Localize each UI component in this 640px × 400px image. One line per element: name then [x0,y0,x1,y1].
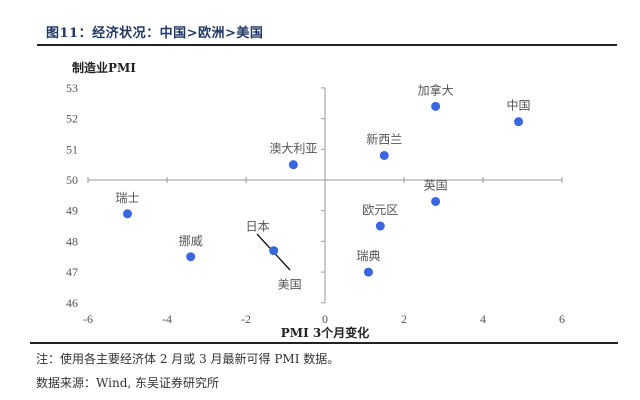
footnote: 注：使用各主要经济体 2 月或 3 月最新可得 PMI 数据。 [36,352,340,366]
y-tick-label: 51 [66,142,78,156]
x-tick-label: -2 [241,312,251,326]
x-tick-label: 0 [322,312,328,326]
y-tick-label: 53 [66,81,78,95]
data-point [288,160,298,170]
point-label: 日本 [246,220,270,234]
data-point [375,221,385,231]
y-tick-label: 50 [66,173,78,187]
y-axis-label: 制造业PMI [72,61,136,75]
point-label: 美国 [278,278,302,292]
point-label: 加拿大 [418,82,454,97]
data-point [431,196,441,206]
y-tick-label: 48 [66,234,78,248]
x-tick-label: -6 [83,312,93,326]
figure-title: 图11：经济状况：中国>欧洲>美国 [46,26,264,41]
point-label: 中国 [507,98,531,113]
data-points [123,101,524,277]
x-tick-label: 2 [401,312,407,326]
x-axis-label: PMI 3个月变化 [280,326,370,340]
data-source: 数据来源：Wind, 东吴证券研究所 [36,376,220,390]
point-label: 英国 [424,178,448,192]
point-label: 瑞典 [356,249,380,263]
axes [87,87,563,304]
point-label: 瑞士 [115,191,139,205]
y-tick-label: 46 [66,296,78,310]
y-tick-label: 49 [66,204,78,218]
data-point [123,209,132,219]
data-point [379,150,389,160]
y-tick-label: 52 [66,112,78,126]
data-point [186,252,196,262]
data-point [514,117,524,127]
x-tick-label: 6 [559,312,565,326]
data-point [431,101,441,111]
point-label: 挪威 [179,234,203,248]
footnote-rule [30,342,618,344]
point-label: 新西兰 [366,131,402,146]
title-rule [37,44,617,46]
point-label: 澳大利亚 [269,142,317,156]
point-label: 欧元区 [362,203,398,217]
x-tick-label: 4 [480,312,486,326]
data-point [363,267,373,277]
y-tick-label: 47 [66,265,78,279]
x-tick-label: -4 [162,312,172,326]
data-point [269,246,279,256]
